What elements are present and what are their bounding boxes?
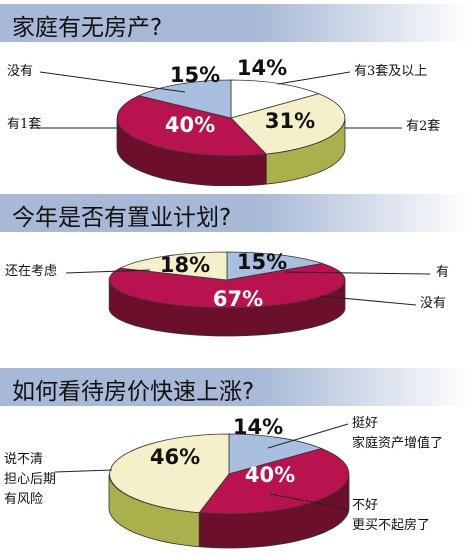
chart-panel-purchase-plan: 今年是否有置业计划? 15% 67% 18% 还在考虑 有 没有 — [0, 190, 471, 360]
value-label-1: 67% — [213, 287, 263, 311]
slice-label-unsure-line1: 说不清 — [4, 452, 44, 467]
value-label-1: 31% — [265, 109, 315, 133]
value-label-2: 46% — [150, 445, 200, 469]
leader-line-1 — [269, 493, 349, 510]
banner-shape — [0, 194, 471, 232]
pie-slice-2 — [109, 433, 230, 514]
value-label-0: 14% — [233, 415, 283, 439]
leader-line-3 — [39, 71, 186, 93]
slice-label-no: 没有 — [420, 296, 447, 311]
value-label-0: 14% — [237, 56, 287, 80]
pie-slice-3 — [137, 79, 232, 119]
slice-label-three-plus: 有3套及以上 — [354, 64, 428, 79]
pie-chart: 14% 31% 40% 15% — [30, 56, 402, 186]
leader-line-0 — [277, 71, 351, 85]
leader-line-2 — [54, 469, 113, 473]
banner-shape — [0, 4, 471, 42]
title-banner: 家庭有无房产? — [0, 4, 471, 42]
chart-panel-price-view: 如何看待房价快速上涨? 14% 40% 46% 挺好 家庭资产增值了 不好 更买不起… — [0, 364, 471, 555]
leader-line-0 — [284, 271, 431, 275]
pie-slice-2 — [118, 251, 228, 281]
leader-line-0 — [267, 423, 349, 449]
slice-label-yes: 有 — [436, 265, 450, 280]
chart-title: 如何看待房价快速上涨? — [12, 379, 255, 405]
chart-title: 家庭有无房产? — [12, 15, 163, 41]
chart-title: 今年是否有置业计划? — [12, 205, 232, 231]
slice-label-none: 没有 — [7, 64, 34, 79]
pie-slice-0 — [226, 251, 323, 281]
leader-line-1 — [319, 295, 417, 306]
leader-line-2 — [65, 269, 151, 274]
title-banner: 今年是否有置业计划? — [0, 194, 471, 232]
pie-slice-0 — [228, 433, 323, 475]
pie-slice-1 — [198, 448, 350, 515]
pie-chart: 15% 67%18% — [65, 250, 431, 337]
value-label-1: 40% — [245, 463, 295, 487]
value-label-2: 18% — [160, 253, 210, 277]
slice-label-good-line2: 家庭资产增值了 — [352, 436, 444, 451]
value-label-0: 15% — [237, 250, 287, 274]
pie-slice-2 — [116, 95, 268, 157]
slice-label-bad-line2: 更买不起房了 — [352, 518, 431, 533]
slice-label-unsure-line3: 有风险 — [4, 492, 44, 507]
value-label-2: 40% — [165, 113, 215, 137]
slice-label-considering: 还在考虑 — [5, 264, 58, 279]
slice-label-good-line1: 挺好 — [352, 416, 379, 431]
slice-label-two: 有2套 — [406, 119, 441, 134]
slice-label-unsure-line2: 担心后期 — [4, 472, 57, 487]
pie-slice-1 — [108, 263, 346, 309]
slice-label-bad-line1: 不好 — [352, 498, 379, 513]
value-label-3: 15% — [170, 63, 220, 87]
pie-chart: 14% 40% 46% — [54, 415, 350, 549]
chart-panel-home-ownership: 家庭有无房产? 14% 31% 40% 15% 没有 有3套及以上 有1套 有2套 — [0, 0, 471, 186]
banner-shape — [0, 368, 471, 406]
pie-slice-1 — [230, 93, 346, 155]
title-banner: 如何看待房价快速上涨? — [0, 368, 471, 406]
slice-label-one: 有1套 — [7, 117, 42, 132]
